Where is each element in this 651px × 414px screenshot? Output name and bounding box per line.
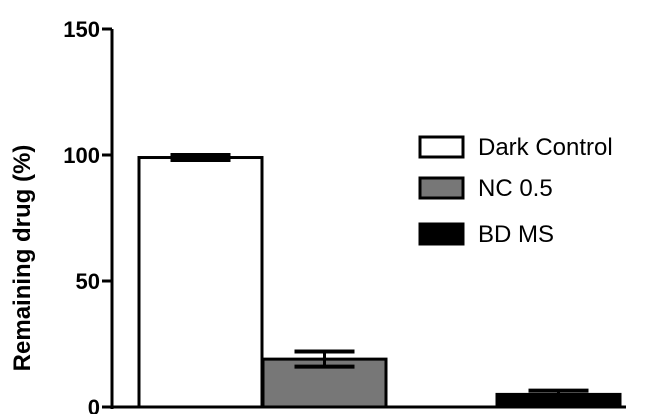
legend-label: NC 0.5 (478, 175, 553, 202)
legend-swatch (418, 176, 465, 200)
error-bar (294, 349, 355, 369)
bars (137, 153, 622, 409)
y-tick-label: 0 (88, 395, 100, 414)
legend-item: Dark Control (418, 134, 613, 161)
y-tick-label: 100 (63, 143, 100, 168)
bar-dark-control (137, 156, 264, 409)
legend-label: BD MS (478, 221, 554, 248)
legend-item: NC 0.5 (418, 175, 553, 202)
y-tick-label: 150 (63, 17, 100, 42)
legend-swatch (418, 222, 465, 246)
legend-item: BD MS (418, 221, 554, 248)
legend: Dark Control NC 0.5 BD MS (418, 134, 613, 248)
y-tick-label: 50 (76, 269, 100, 294)
error-bar (528, 388, 589, 401)
legend-swatch (418, 135, 465, 159)
error-bar (170, 153, 231, 163)
y-axis-title: Remaining drug (%) (9, 145, 36, 372)
legend-label: Dark Control (478, 134, 613, 161)
